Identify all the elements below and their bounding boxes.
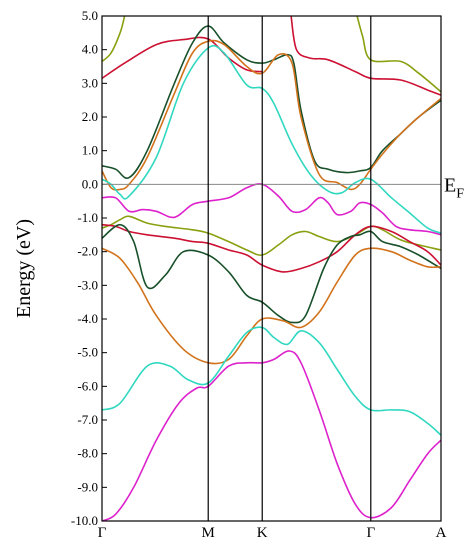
k-point-label: Γ [98, 525, 107, 541]
y-tick-group: 5.0 4.0 3.0 2.0 1.0 0.0 -1.0 -2.0 -3.0 -4.0 -5.0 -6… [71, 8, 107, 528]
y-tick-label: 1.0 [82, 143, 98, 158]
y-tick-label: -7.0 [77, 412, 98, 427]
band-line-red [290, 16, 441, 96]
k-point-label: Γ [366, 525, 375, 541]
y-tick-label: -2.0 [77, 244, 98, 259]
y-tick-label: -8.0 [77, 446, 98, 461]
band-line-orange [102, 247, 441, 365]
y-tick-label: -3.0 [77, 277, 98, 292]
band-line-red [102, 223, 441, 273]
y-tick-label: 0.0 [82, 176, 98, 191]
band-line-darkgreen [102, 25, 441, 179]
y-tick-label: -9.0 [77, 479, 98, 494]
band-line-olive [102, 16, 126, 63]
band-line-orange [102, 39, 441, 191]
y-tick-label: -5.0 [77, 345, 98, 360]
fermi-level-label: EF [444, 174, 464, 201]
y-tick-label: 4.0 [82, 42, 98, 57]
band-lines [102, 16, 441, 521]
band-line-olive [356, 16, 441, 93]
band-line-magenta [102, 350, 441, 521]
band-line-darkgreen [102, 223, 441, 324]
k-point-label: A [436, 525, 447, 541]
band-line-cyan [102, 44, 441, 234]
band-line-cyan [102, 326, 441, 436]
y-tick-label: -10.0 [71, 513, 98, 528]
y-tick-label: 5.0 [82, 8, 98, 23]
y-tick-label: 2.0 [82, 109, 98, 124]
y-axis-title: Energy (eV) [13, 219, 35, 318]
k-point-label: M [202, 525, 215, 541]
y-tick-label: -4.0 [77, 311, 98, 326]
k-point-label: K [257, 525, 268, 541]
band-line-magenta [102, 183, 441, 236]
plot-frame [101, 15, 442, 522]
y-tick-label: 3.0 [82, 75, 98, 90]
y-tick-label: -6.0 [77, 378, 98, 393]
y-tick-label: -1.0 [77, 210, 98, 225]
fermi-level-group: EF [102, 174, 464, 201]
